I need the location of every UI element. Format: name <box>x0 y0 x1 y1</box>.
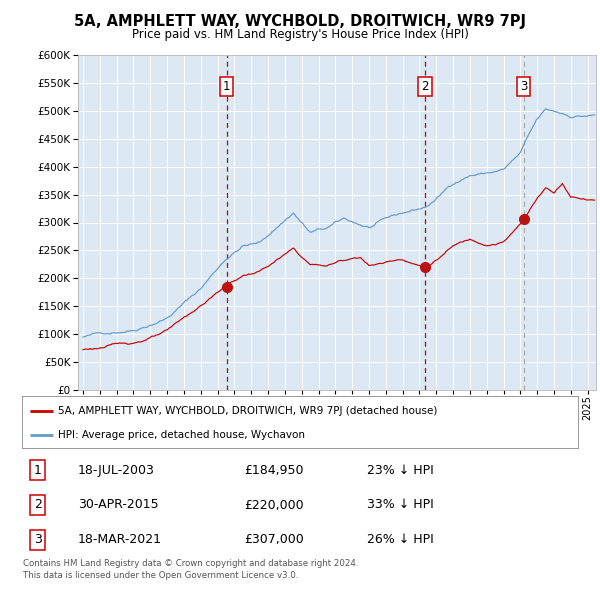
Text: 5A, AMPHLETT WAY, WYCHBOLD, DROITWICH, WR9 7PJ: 5A, AMPHLETT WAY, WYCHBOLD, DROITWICH, W… <box>74 14 526 29</box>
Text: 2: 2 <box>421 80 429 93</box>
Text: 18-JUL-2003: 18-JUL-2003 <box>77 464 154 477</box>
Text: 3: 3 <box>520 80 527 93</box>
Text: 30-APR-2015: 30-APR-2015 <box>77 499 158 512</box>
Text: 5A, AMPHLETT WAY, WYCHBOLD, DROITWICH, WR9 7PJ (detached house): 5A, AMPHLETT WAY, WYCHBOLD, DROITWICH, W… <box>58 405 437 415</box>
Text: 2: 2 <box>34 499 41 512</box>
Text: £307,000: £307,000 <box>244 533 304 546</box>
Text: HPI: Average price, detached house, Wychavon: HPI: Average price, detached house, Wych… <box>58 430 305 440</box>
Text: This data is licensed under the Open Government Licence v3.0.: This data is licensed under the Open Gov… <box>23 571 298 579</box>
Text: £220,000: £220,000 <box>244 499 304 512</box>
Text: 18-MAR-2021: 18-MAR-2021 <box>77 533 161 546</box>
Text: 23% ↓ HPI: 23% ↓ HPI <box>367 464 433 477</box>
Text: Price paid vs. HM Land Registry's House Price Index (HPI): Price paid vs. HM Land Registry's House … <box>131 28 469 41</box>
Text: Contains HM Land Registry data © Crown copyright and database right 2024.: Contains HM Land Registry data © Crown c… <box>23 559 358 568</box>
Text: 26% ↓ HPI: 26% ↓ HPI <box>367 533 433 546</box>
Text: 1: 1 <box>223 80 230 93</box>
Text: 3: 3 <box>34 533 41 546</box>
Text: £184,950: £184,950 <box>244 464 304 477</box>
Text: 1: 1 <box>34 464 41 477</box>
Text: 33% ↓ HPI: 33% ↓ HPI <box>367 499 433 512</box>
